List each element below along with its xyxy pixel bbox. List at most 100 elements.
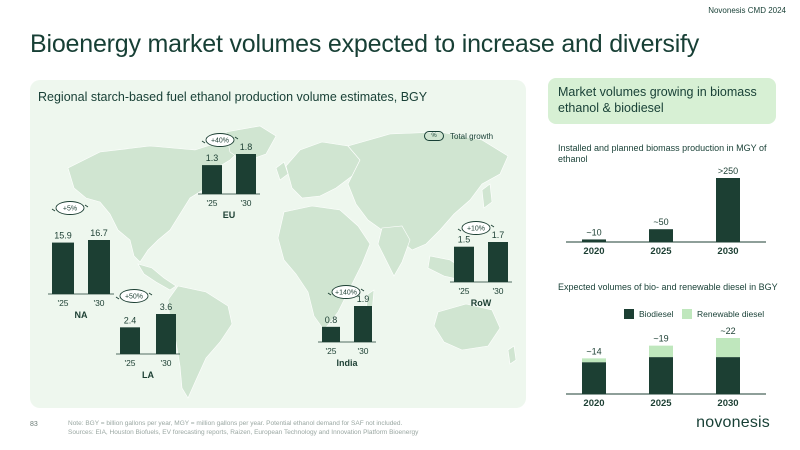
regional-panel: Regional starch-based fuel ethanol produ… bbox=[30, 80, 526, 408]
diesel-category-2025: 2025 bbox=[650, 398, 672, 409]
growth-legend-badge: % bbox=[424, 131, 444, 141]
category-label-la-1: '30 bbox=[160, 358, 171, 368]
bar-na-0 bbox=[52, 242, 74, 294]
map-europe bbox=[285, 141, 361, 199]
footnote-sources: Sources: EIA, Houston Biofuels, EV forec… bbox=[68, 429, 419, 436]
value-label-na-1: 16.7 bbox=[90, 228, 108, 238]
category-label-na-1: '30 bbox=[93, 298, 104, 308]
footnote-note: Note: BGY = billion gallons per year, MG… bbox=[68, 420, 403, 427]
growth-legend-label: Total growth bbox=[450, 131, 494, 141]
footnote: Note: BGY = billion gallons per year, MG… bbox=[68, 419, 418, 437]
biomass-category-2020: 2020 bbox=[583, 246, 604, 257]
page-number: 83 bbox=[30, 421, 38, 428]
biomass-bar-2020 bbox=[582, 239, 606, 242]
diesel-total-2030: ~22 bbox=[720, 326, 735, 336]
growth-badge-eu bbox=[205, 133, 235, 147]
value-label-row-1: 1.7 bbox=[492, 230, 505, 240]
growth-arrow-row bbox=[457, 224, 495, 232]
diesel-total-2025: ~19 bbox=[653, 334, 668, 344]
legend-renewable-label: Renewable diesel bbox=[697, 309, 765, 319]
diesel-category-2020: 2020 bbox=[583, 398, 604, 409]
category-label-la-0: '25 bbox=[124, 358, 135, 368]
value-label-india-0: 0.8 bbox=[325, 315, 338, 325]
map-new-zealand bbox=[507, 345, 517, 365]
value-label-india-1: 1.9 bbox=[357, 294, 370, 304]
bar-la-1 bbox=[156, 314, 176, 354]
bar-la-0 bbox=[120, 327, 140, 354]
event-label: Novonesis CMD 2024 bbox=[708, 6, 786, 15]
biomass-category-2030: 2030 bbox=[717, 246, 738, 257]
regional-chart-title: Regional starch-based fuel ethanol produ… bbox=[38, 90, 428, 104]
region-name-la: LA bbox=[142, 370, 154, 380]
region-chart-la: +50% 2.4 '25 3.6 '30 LA bbox=[115, 289, 180, 380]
map-australia bbox=[433, 303, 501, 351]
category-label-row-0: '25 bbox=[458, 286, 469, 296]
diesel-bar-renewable-2025 bbox=[649, 345, 673, 358]
region-name-eu: EU bbox=[223, 210, 236, 220]
growth-label-na: +5% bbox=[63, 206, 77, 213]
region-chart-na: +5% 15.9 '25 16.7 '30 NA bbox=[48, 201, 114, 320]
region-chart-eu: +40% 1.3 '25 1.8 '30 EU bbox=[198, 133, 260, 220]
region-name-na: NA bbox=[75, 310, 88, 320]
diesel-bar-biodiesel-2020 bbox=[582, 362, 606, 394]
map-uk bbox=[275, 161, 289, 181]
bar-india-0 bbox=[322, 326, 340, 342]
page-title: Bioenergy market volumes expected to inc… bbox=[30, 30, 700, 58]
growth-arrow-eu bbox=[201, 136, 239, 144]
legend-renewable-swatch bbox=[682, 309, 692, 319]
region-name-india: India bbox=[336, 358, 358, 368]
bar-eu-0 bbox=[202, 165, 222, 194]
category-label-eu-1: '30 bbox=[240, 198, 251, 208]
growth-label-eu: +40% bbox=[211, 138, 229, 145]
biomass-value-2030: >250 bbox=[718, 166, 738, 176]
bar-na-1 bbox=[88, 240, 110, 294]
bar-row-0 bbox=[454, 246, 474, 282]
growth-label-row: +10% bbox=[467, 226, 485, 233]
value-label-row-0: 1.5 bbox=[458, 235, 471, 245]
map-south-america bbox=[167, 285, 233, 399]
world-map: +5% 15.9 '25 16.7 '30 NA +40% 1.3 '25 1.8 '30 EU +50… bbox=[48, 125, 517, 399]
map-india bbox=[377, 225, 411, 277]
bar-row-1 bbox=[488, 242, 508, 282]
diesel-bar-biodiesel-2025 bbox=[649, 357, 673, 394]
biomass-bar-2030 bbox=[716, 178, 740, 242]
legend-biodiesel-swatch bbox=[624, 309, 634, 319]
legend-renewable: Renewable diesel bbox=[682, 309, 764, 319]
right-panel-header: Market volumes growing in biomass ethano… bbox=[548, 78, 776, 124]
map-japan bbox=[481, 183, 493, 209]
growth-legend: % Total growth bbox=[424, 131, 493, 141]
value-label-eu-1: 1.8 bbox=[240, 142, 253, 152]
legend-biodiesel-label: Biodiesel bbox=[639, 309, 674, 319]
category-label-india-0: '25 bbox=[325, 346, 336, 356]
regional-bar-charts: +5% 15.9 '25 16.7 '30 NA +40% 1.3 '25 1.8 '30 EU +50… bbox=[48, 133, 512, 380]
map-greenland bbox=[225, 125, 277, 163]
growth-arrow-na bbox=[51, 204, 89, 212]
growth-arrow-la bbox=[115, 292, 153, 300]
category-label-row-1: '30 bbox=[492, 286, 503, 296]
value-label-la-0: 2.4 bbox=[124, 315, 137, 325]
biomass-bar-2025 bbox=[649, 229, 673, 242]
value-label-la-1: 3.6 bbox=[160, 302, 173, 312]
diesel-chart: ~14 2020 ~19 2025 ~22 2030 bbox=[566, 326, 766, 409]
diesel-bar-renewable-2020 bbox=[582, 358, 606, 363]
biomass-value-2020: ~10 bbox=[586, 227, 601, 237]
diesel-total-2020: ~14 bbox=[586, 346, 601, 356]
region-name-row: RoW bbox=[471, 298, 492, 308]
value-label-na-0: 15.9 bbox=[54, 231, 72, 241]
region-chart-india: +140% 0.8 '25 1.9 '30 India bbox=[318, 285, 376, 368]
growth-badge-la bbox=[119, 289, 149, 303]
growth-badge-na bbox=[55, 201, 85, 215]
bar-eu-1 bbox=[236, 154, 256, 194]
diesel-bar-renewable-2030 bbox=[716, 338, 740, 358]
category-label-na-0: '25 bbox=[57, 298, 68, 308]
growth-arrow-india bbox=[327, 288, 365, 296]
diesel-chart-title: Expected volumes of bio- and renewable d… bbox=[558, 282, 778, 292]
map-central-america bbox=[137, 263, 177, 291]
biomass-chart-title: Installed and planned biomass production… bbox=[558, 143, 767, 164]
biomass-category-2025: 2025 bbox=[650, 246, 672, 257]
map-africa bbox=[277, 205, 371, 331]
diesel-bar-biodiesel-2030 bbox=[716, 357, 740, 394]
category-label-india-1: '30 bbox=[357, 346, 368, 356]
growth-badge-row bbox=[461, 221, 491, 235]
